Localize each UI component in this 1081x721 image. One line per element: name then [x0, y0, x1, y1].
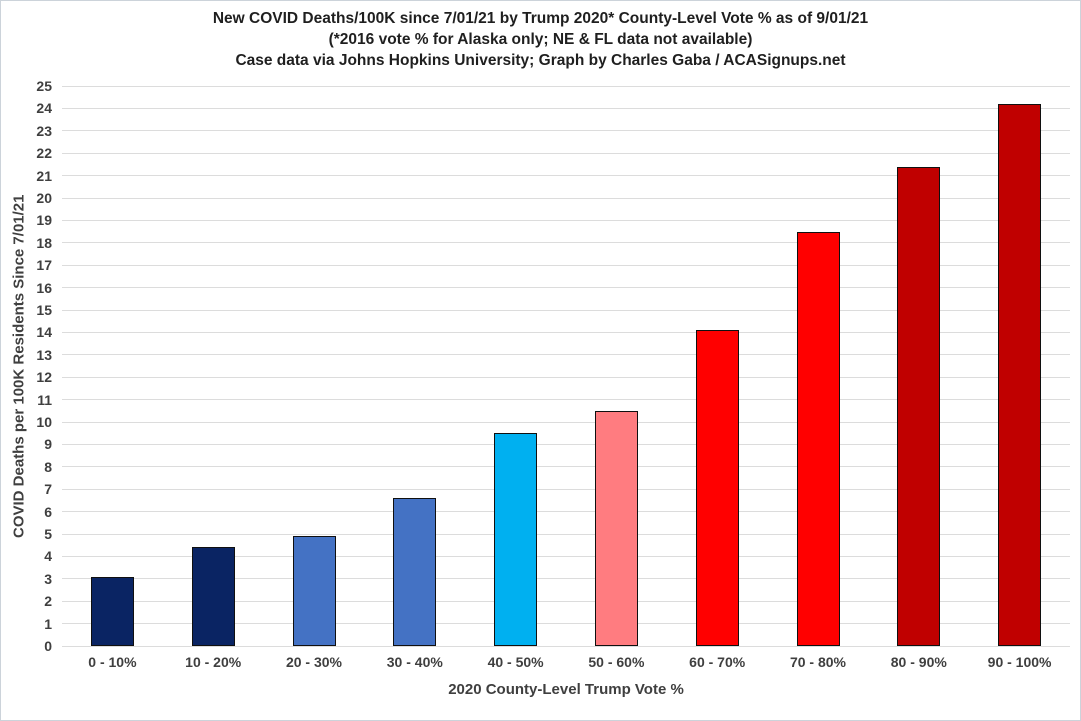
bar-20-30%: [292, 536, 336, 646]
y-tick-label-23: 23: [36, 122, 52, 139]
x-tick-label-70-80%: 70 - 80%: [789, 654, 847, 670]
x-tick-label-60-70%: 60 - 70%: [689, 654, 746, 670]
plot-area: [62, 85, 1070, 647]
chart-title-block: New COVID Deaths/100K since 7/01/21 by T…: [1, 8, 1080, 71]
y-tick-label-22: 22: [36, 145, 52, 162]
y-tick-label-7: 7: [44, 481, 52, 498]
y-tick-label-18: 18: [36, 234, 52, 251]
gridline-12: [62, 376, 1070, 378]
bar-50-60%: [594, 410, 638, 646]
bar-0-10%: [90, 576, 134, 646]
y-tick-label-4: 4: [44, 548, 52, 565]
gridline-10: [62, 421, 1070, 423]
gridline-25: [62, 85, 1070, 87]
gridline-9: [62, 443, 1070, 445]
y-tick-label-3: 3: [44, 570, 52, 587]
x-tick-label-40-50%: 40 - 50%: [487, 654, 544, 670]
x-tick-label-80-90%: 80 - 90%: [890, 654, 947, 670]
chart-title: New COVID Deaths/100K since 7/01/21 by T…: [212, 10, 869, 27]
y-tick-label-17: 17: [36, 257, 52, 274]
x-axis-title: 2020 County-Level Trump Vote %: [448, 681, 684, 698]
gridline-0: [62, 645, 1070, 647]
y-tick-label-11: 11: [37, 391, 52, 408]
y-tick-label-19: 19: [36, 212, 52, 229]
gridline-7: [62, 488, 1070, 490]
bar-60-70%: [695, 330, 739, 646]
x-tick-label-20-30%: 20 - 30%: [285, 654, 343, 670]
chart-attribution: Case data via Johns Hopkins University; …: [235, 52, 846, 69]
gridline-11: [62, 399, 1070, 401]
y-tick-label-14: 14: [36, 324, 52, 341]
gridline-2: [62, 600, 1070, 602]
bar-30-40%: [393, 498, 437, 646]
gridline-5: [62, 533, 1070, 535]
y-tick-label-2: 2: [44, 593, 52, 610]
gridline-4: [62, 555, 1070, 557]
gridline-14: [62, 331, 1070, 333]
gridline-13: [62, 354, 1070, 356]
y-tick-label-5: 5: [44, 526, 52, 542]
gridline-15: [62, 309, 1070, 311]
bar-10-20%: [191, 547, 235, 646]
y-tick-label-21: 21: [36, 167, 52, 184]
gridline-19: [62, 219, 1070, 221]
gridline-3: [62, 578, 1070, 580]
gridline-1: [62, 623, 1070, 625]
y-tick-label-12: 12: [36, 369, 52, 386]
bar-70-80%: [796, 231, 840, 646]
x-tick-label-0-10%: 0 - 10%: [88, 654, 137, 670]
gridline-20: [62, 197, 1070, 199]
y-tick-label-25: 25: [36, 78, 52, 94]
gridline-18: [62, 242, 1070, 244]
gridline-23: [62, 130, 1070, 132]
y-tick-label-6: 6: [44, 503, 52, 520]
gridline-8: [62, 466, 1070, 468]
y-tick-label-9: 9: [44, 436, 52, 453]
y-tick-label-24: 24: [36, 100, 52, 117]
y-tick-label-0: 0: [44, 638, 52, 654]
y-tick-label-1: 1: [44, 615, 52, 632]
x-tick-label-30-40%: 30 - 40%: [386, 654, 443, 670]
gridline-21: [62, 175, 1070, 177]
y-tick-label-16: 16: [36, 279, 52, 296]
x-axis-tick-labels: 0 - 10% 10 - 20% 20 - 30% 30 - 40% 40 - 50% 5…: [62, 654, 1070, 674]
gridline-24: [62, 107, 1070, 109]
gridline-22: [62, 152, 1070, 154]
bar-90-100%: [998, 103, 1042, 646]
x-tick-label-10-20%: 10 - 20%: [185, 654, 242, 670]
bar-80-90%: [897, 166, 941, 646]
gridline-17: [62, 264, 1070, 266]
x-tick-label-90-100%: 90 - 100%: [987, 654, 1052, 670]
y-tick-label-13: 13: [36, 346, 52, 363]
y-tick-label-8: 8: [44, 458, 52, 475]
y-axis-tick-labels: 0 1 2 3 4 5 6 7 8 9 10 11 12 13 14 15 16 17 18 19 20 21 22 23 24…: [1, 78, 57, 654]
bar-40-50%: [494, 433, 538, 646]
y-tick-label-10: 10: [36, 414, 52, 430]
x-tick-label-50-60%: 50 - 60%: [588, 654, 645, 670]
y-tick-label-20: 20: [36, 190, 52, 206]
chart-subtitle: (*2016 vote % for Alaska only; NE & FL d…: [328, 31, 753, 48]
y-tick-label-15: 15: [36, 302, 52, 318]
gridline-6: [62, 511, 1070, 513]
gridline-16: [62, 287, 1070, 289]
